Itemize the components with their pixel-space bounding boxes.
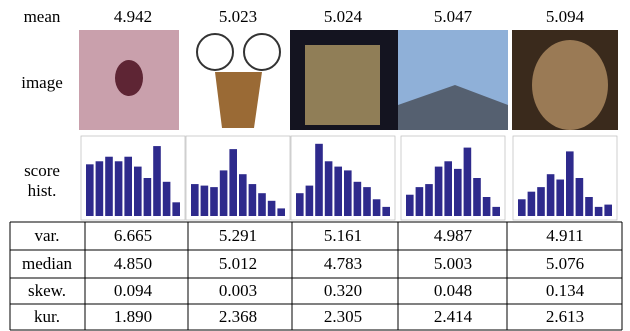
- hist-bar: [464, 148, 472, 216]
- hist-bar: [406, 195, 414, 216]
- image-detail: [532, 40, 608, 130]
- hist-bar: [115, 161, 123, 216]
- hist-bar: [325, 161, 333, 216]
- hist-bar: [473, 178, 481, 216]
- table-cell: 2.368: [219, 307, 257, 326]
- row-label: kur.: [34, 307, 60, 326]
- hist-bar: [249, 184, 257, 216]
- hist-bar: [296, 193, 304, 216]
- hist-bar: [210, 187, 218, 216]
- image-detail: [115, 60, 143, 96]
- hist-bar: [96, 161, 104, 216]
- hist-bar: [86, 164, 94, 216]
- hist-bar: [124, 157, 132, 216]
- figure: mean image score hist. 4.942 5.023 5.024 5.…: [0, 0, 630, 331]
- hist-bar: [201, 186, 209, 216]
- hist-bar: [518, 199, 526, 216]
- table-cell: 2.613: [546, 307, 584, 326]
- hist-bar: [382, 207, 390, 216]
- table-cell: 4.850: [114, 254, 152, 273]
- table-cell: 0.320: [324, 281, 362, 300]
- table-cell: 2.305: [324, 307, 362, 326]
- hist-bar: [537, 187, 545, 216]
- mean-value: 5.024: [324, 7, 363, 26]
- hist-bar: [268, 201, 276, 216]
- mean-value: 5.023: [219, 7, 257, 26]
- hist-bar: [435, 167, 443, 216]
- table-cell: 1.890: [114, 307, 152, 326]
- hist-bar: [363, 187, 371, 216]
- hist-bar: [416, 187, 424, 216]
- hist-bar: [547, 174, 555, 216]
- row-label: skew.: [28, 281, 66, 300]
- hist-bar: [277, 208, 285, 216]
- hist-bar: [144, 178, 152, 216]
- hist-bar: [425, 184, 433, 216]
- table-cell: 0.134: [546, 281, 585, 300]
- table-cell: 5.161: [324, 226, 362, 245]
- hist-bar: [604, 205, 612, 216]
- hist-bar: [595, 207, 603, 216]
- mean-value: 5.047: [434, 7, 473, 26]
- hist-bar: [220, 170, 228, 216]
- hist-bar: [258, 193, 266, 216]
- hist-bar: [315, 144, 323, 216]
- table-cell: 5.076: [546, 254, 584, 273]
- table-cell: 2.414: [434, 307, 473, 326]
- hist-bar: [528, 192, 536, 216]
- table-cell: 4.911: [546, 226, 584, 245]
- hist-bar: [556, 180, 564, 216]
- table-cell: 4.783: [324, 254, 362, 273]
- hist-bar: [306, 186, 314, 216]
- row-label: mean: [24, 7, 61, 26]
- table-cell: 5.291: [219, 226, 257, 245]
- hist-bar: [229, 149, 237, 216]
- hist-bar: [344, 170, 352, 216]
- row-label: image: [21, 73, 63, 92]
- hist-bar: [334, 167, 342, 216]
- hist-bar: [483, 197, 491, 216]
- image-detail: [305, 45, 380, 125]
- hist-bar: [191, 184, 199, 216]
- row-label: hist.: [28, 181, 57, 200]
- hist-bar: [444, 161, 452, 216]
- mean-value: 5.094: [546, 7, 585, 26]
- hist-bar: [354, 182, 362, 216]
- hist-bar: [585, 197, 593, 216]
- hist-bar: [134, 167, 142, 216]
- hist-bar: [105, 157, 113, 216]
- row-label: var.: [34, 226, 59, 245]
- hist-bar: [576, 178, 584, 216]
- image-detail: [215, 72, 262, 128]
- mean-value: 4.942: [114, 7, 152, 26]
- table-cell: 5.012: [219, 254, 257, 273]
- table-cell: 0.048: [434, 281, 472, 300]
- table-cell: 0.094: [114, 281, 153, 300]
- row-label: score: [24, 161, 60, 180]
- table-cell: 5.003: [434, 254, 472, 273]
- images: [79, 30, 618, 130]
- hist-bar: [239, 174, 247, 216]
- hist-bar: [172, 202, 180, 216]
- hist-bar: [373, 199, 381, 216]
- row-label: median: [22, 254, 73, 273]
- hist-bar: [454, 169, 462, 216]
- hist-bar: [153, 146, 161, 216]
- hist-bar: [492, 207, 500, 216]
- table-cell: 0.003: [219, 281, 257, 300]
- table-cell: 6.665: [114, 226, 152, 245]
- hist-bar: [566, 151, 574, 216]
- table-cell: 4.987: [434, 226, 473, 245]
- hist-bar: [163, 182, 171, 216]
